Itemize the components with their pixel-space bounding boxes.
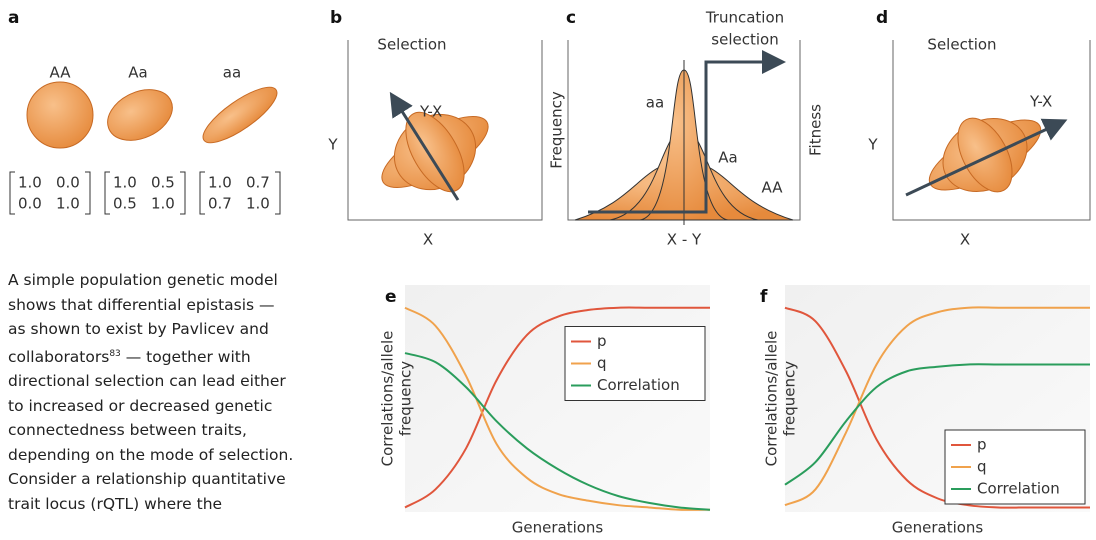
genotype: aa <box>223 64 241 82</box>
matrix-entry: 0.0 <box>18 195 42 213</box>
page: {"panel_a": {"label": "a", "genotypes": … <box>0 0 1096 540</box>
panel-label: f <box>760 287 768 307</box>
panel-title: Truncation <box>705 9 784 27</box>
y-axis-label: Correlations/allele <box>379 331 397 467</box>
matrix-entry: 1.0 <box>56 195 80 213</box>
y-axis-label: frequency <box>397 361 415 436</box>
text-line: connectedness between traits, <box>8 418 378 443</box>
text: collaborators <box>8 348 109 366</box>
x-axis-label: Generations <box>512 519 604 537</box>
genotype: Aa <box>128 64 147 82</box>
arrow-label: Y-X <box>419 103 442 121</box>
text-line: directional selection can lead either <box>8 369 378 394</box>
matrix-entry: 1.0 <box>113 174 137 192</box>
text-line: trait locus (rQTL) where the <box>8 492 378 517</box>
text-line: A simple population genetic model <box>8 268 378 293</box>
bracket <box>85 172 90 214</box>
panel-label: a <box>8 8 19 28</box>
text-line: collaborators83 — together with <box>8 342 378 370</box>
bracket <box>180 172 185 214</box>
text-line: shows that differential epistasis — <box>8 293 378 318</box>
legend-label: p <box>977 436 987 454</box>
panel-label: e <box>385 287 397 307</box>
bracket <box>275 172 280 214</box>
text: — together with <box>121 348 251 366</box>
y-axis-label: frequency <box>781 361 799 436</box>
panel-label: b <box>330 8 342 28</box>
axis-label: Frequency <box>548 91 566 169</box>
distribution <box>99 80 180 150</box>
curve-label: Aa <box>718 149 737 167</box>
paragraph: A simple population genetic model shows … <box>8 268 378 516</box>
bracket <box>105 172 110 214</box>
text-line: depending on the mode of selection. <box>8 443 378 468</box>
legend-label: Correlation <box>977 480 1060 498</box>
legend-label: q <box>977 458 987 476</box>
axis-label: Y <box>867 136 878 154</box>
curve-label: AA <box>762 179 784 197</box>
y-axis-label: Correlations/allele <box>763 331 781 467</box>
curve-label: aa <box>646 94 664 112</box>
matrix-entry: 1.0 <box>246 195 270 213</box>
axis-label: Fitness <box>807 104 825 156</box>
distribution <box>27 82 93 148</box>
matrix-entry: 1.0 <box>151 195 175 213</box>
x-axis-label: Generations <box>892 519 984 537</box>
matrix-entry: 1.0 <box>208 174 232 192</box>
matrix-entry: 0.7 <box>208 195 232 213</box>
text-line: Consider a relationship quantitative <box>8 467 378 492</box>
matrix-entry: 0.0 <box>56 174 80 192</box>
legend-label: q <box>597 354 607 372</box>
genotype: AA <box>50 64 72 82</box>
axis-label: X - Y <box>667 231 702 249</box>
bracket <box>10 172 15 214</box>
arrow-label: Y-X <box>1029 93 1052 111</box>
panel-title: Selection <box>377 36 446 54</box>
axis-label: X <box>960 231 970 249</box>
citation: 83 <box>109 349 120 359</box>
distribution <box>196 78 284 151</box>
axis-label: Y <box>327 136 338 154</box>
panel-label: d <box>876 8 888 28</box>
panel-title: Selection <box>927 36 996 54</box>
matrix-entry: 0.5 <box>151 174 175 192</box>
text-line: as shown to exist by Pavlicev and <box>8 317 378 342</box>
matrices: 1.0 0.0 0.0 1.0 1.0 0.5 0.5 1.0 1.0 0.7 0.7 1.0 <box>10 172 280 214</box>
matrix-entry: 0.5 <box>113 195 137 213</box>
legend-label: p <box>597 332 607 350</box>
panel-label: c <box>566 8 576 28</box>
matrix-entry: 1.0 <box>18 174 42 192</box>
text-line: to increased or decreased genetic <box>8 394 378 419</box>
panel-title: selection <box>711 31 778 49</box>
bracket <box>200 172 205 214</box>
matrix-entry: 0.7 <box>246 174 270 192</box>
legend-label: Correlation <box>597 376 680 394</box>
axis-label: X <box>423 231 433 249</box>
